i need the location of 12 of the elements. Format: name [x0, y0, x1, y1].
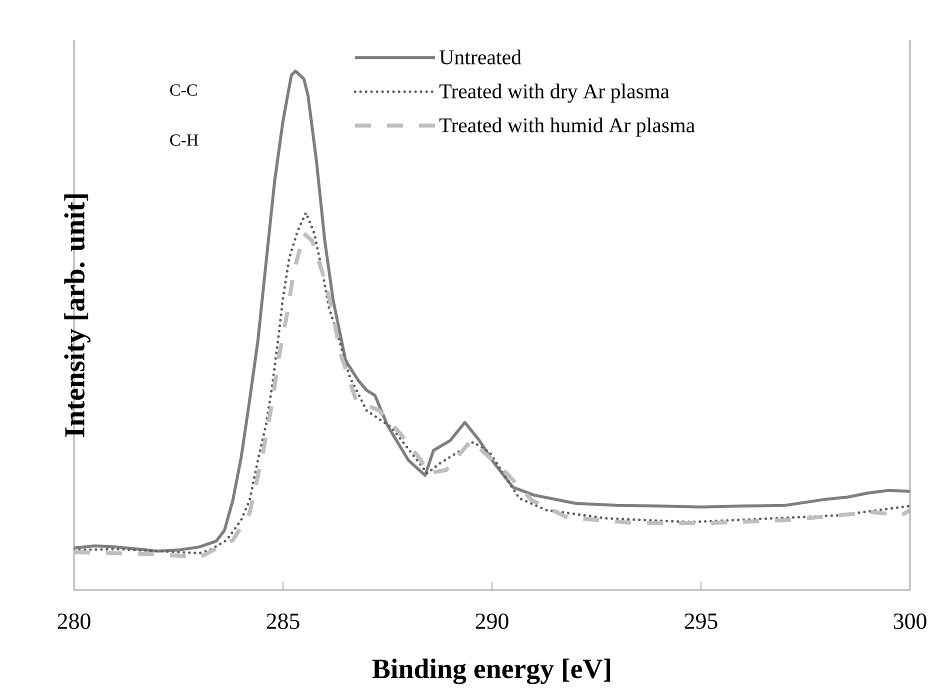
annotation: C-C — [170, 84, 197, 96]
x-tick-label: 300 — [894, 614, 926, 629]
x-axis-title: Binding energy [eV] — [372, 658, 610, 684]
x-tick-label: 295 — [684, 614, 718, 629]
legend-label: Treated with humid Ar plasma — [439, 118, 695, 137]
x-tick-label: 280 — [58, 614, 90, 629]
annotation: C-H — [170, 134, 198, 146]
x-tick-label: 290 — [476, 614, 508, 629]
legend-label: Treated with dry Ar plasma — [439, 84, 670, 103]
legend-label: Untreated — [440, 50, 522, 64]
x-tick-label: 285 — [266, 614, 300, 629]
y-axis-title: Intensity [arb. unit] — [64, 194, 90, 437]
